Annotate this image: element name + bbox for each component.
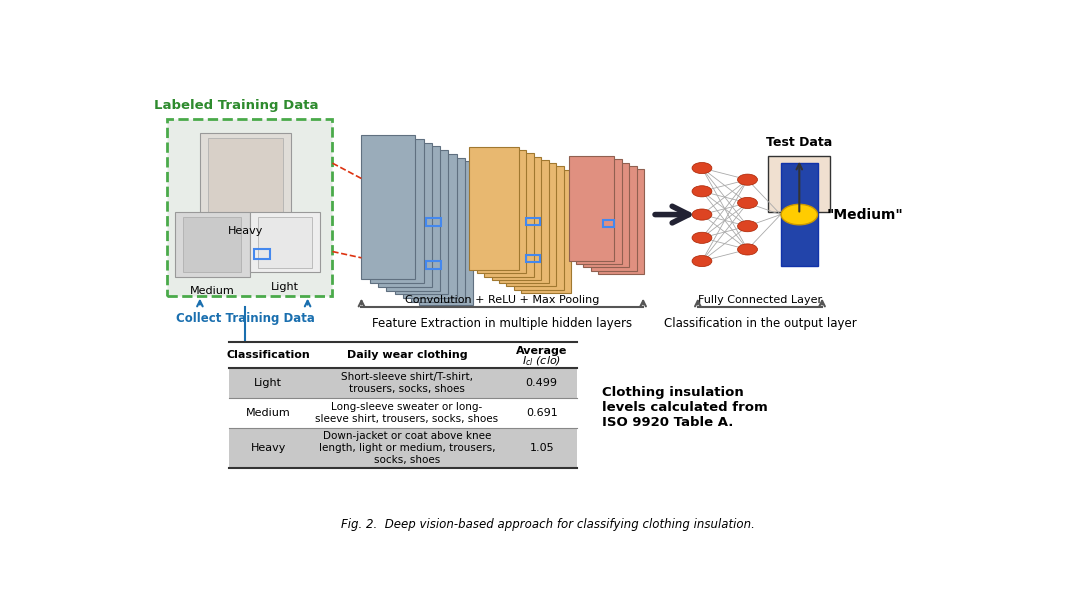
Circle shape [738,244,758,255]
FancyBboxPatch shape [469,147,518,270]
FancyBboxPatch shape [584,162,629,268]
Text: Clothing insulation
levels calculated from
ISO 9920 Table A.: Clothing insulation levels calculated fr… [602,387,768,429]
FancyBboxPatch shape [167,119,332,296]
FancyBboxPatch shape [200,133,291,217]
Circle shape [692,162,712,173]
Text: Convolution + ReLU + Max Pooling: Convolution + ReLU + Max Pooling [405,295,600,305]
FancyBboxPatch shape [229,368,577,398]
FancyBboxPatch shape [361,135,415,280]
FancyBboxPatch shape [569,156,615,261]
FancyBboxPatch shape [492,156,541,280]
Text: 0.691: 0.691 [526,408,558,418]
FancyBboxPatch shape [576,159,621,264]
Text: 0.499: 0.499 [526,378,558,388]
Text: Light: Light [270,281,299,292]
FancyBboxPatch shape [477,150,526,274]
Text: Down-jacket or coat above knee
length, light or medium, trousers,
socks, shoes: Down-jacket or coat above knee length, l… [319,431,495,464]
Text: Medium: Medium [190,286,235,297]
Text: Fig. 2.  Deep vision-based approach for classifying clothing insulation.: Fig. 2. Deep vision-based approach for c… [341,518,755,530]
Text: Test Data: Test Data [766,137,833,149]
FancyBboxPatch shape [258,217,312,268]
Circle shape [781,204,818,225]
FancyBboxPatch shape [419,161,474,306]
Text: Classification: Classification [227,350,310,360]
FancyBboxPatch shape [229,398,577,428]
Text: 1.05: 1.05 [529,443,554,453]
FancyBboxPatch shape [394,150,449,294]
Text: Heavy: Heavy [250,443,285,453]
FancyBboxPatch shape [769,156,831,212]
FancyBboxPatch shape [386,146,440,291]
Text: Classification in the output layer: Classification in the output layer [664,316,856,330]
Text: Medium: Medium [246,408,291,418]
FancyBboxPatch shape [780,164,818,266]
FancyBboxPatch shape [514,167,563,290]
FancyBboxPatch shape [250,212,320,272]
FancyBboxPatch shape [378,143,432,287]
FancyBboxPatch shape [370,139,423,283]
Text: Light: Light [254,378,282,388]
FancyBboxPatch shape [484,153,533,277]
Text: Labeled Training Data: Labeled Training Data [154,99,319,112]
Text: Fully Connected Layer: Fully Connected Layer [698,295,822,305]
FancyBboxPatch shape [507,163,556,286]
Text: $I_{cl}$ (clo): $I_{cl}$ (clo) [522,355,561,368]
Text: Long-sleeve sweater or long-
sleeve shirt, trousers, socks, shoes: Long-sleeve sweater or long- sleeve shir… [315,402,498,424]
FancyBboxPatch shape [184,217,242,272]
Text: Short-sleeve shirt/T-shirt,
trousers, socks, shoes: Short-sleeve shirt/T-shirt, trousers, so… [341,372,472,394]
Text: Daily wear clothing: Daily wear clothing [346,350,467,360]
FancyBboxPatch shape [175,212,250,277]
Text: Average: Average [516,346,568,356]
FancyBboxPatch shape [403,154,456,298]
Circle shape [692,185,712,197]
Text: Feature Extraction in multiple hidden layers: Feature Extraction in multiple hidden la… [372,316,633,330]
FancyBboxPatch shape [499,160,548,283]
Circle shape [738,198,758,208]
FancyBboxPatch shape [412,158,465,302]
Circle shape [692,209,712,220]
Circle shape [692,232,712,243]
FancyBboxPatch shape [208,138,282,212]
Text: "Medium": "Medium" [826,208,903,222]
Circle shape [738,220,758,232]
FancyBboxPatch shape [229,428,577,467]
FancyBboxPatch shape [522,170,571,293]
Circle shape [692,255,712,266]
FancyBboxPatch shape [591,166,636,271]
Circle shape [738,174,758,185]
Text: Heavy: Heavy [228,226,263,236]
Text: Collect Training Data: Collect Training Data [176,312,315,325]
FancyBboxPatch shape [599,169,644,274]
